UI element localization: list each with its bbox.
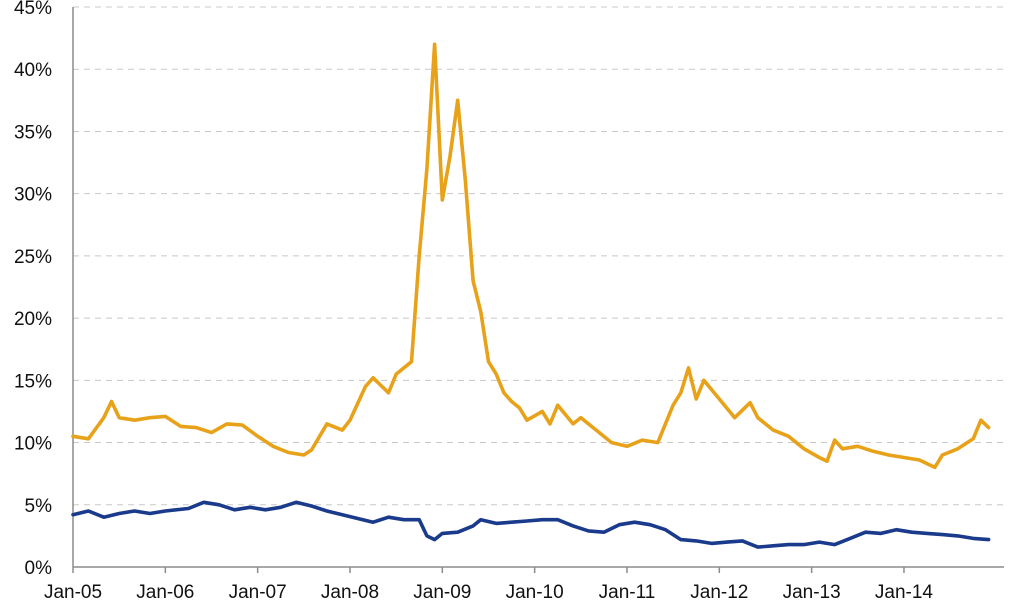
x-tick-label: Jan-12 — [690, 582, 748, 600]
y-tick-label: 15% — [14, 371, 52, 392]
x-tick-label: Jan-14 — [875, 582, 934, 600]
gridlines — [73, 6, 1004, 506]
x-tick-label: Jan-10 — [506, 582, 564, 600]
x-axis-ticks: Jan-05 Jan-06 Jan-07 Jan-08 Jan-09 Jan-10 Jan-… — [44, 567, 934, 603]
x-tick-label: Jan-06 — [136, 582, 194, 600]
series-line-blue — [71, 500, 991, 549]
y-tick-label: 45% — [14, 0, 52, 19]
x-tick-label: Jan-13 — [783, 582, 841, 600]
series-lines — [71, 42, 991, 549]
y-tick-label: 10% — [14, 434, 52, 455]
x-tick-label: Jan-09 — [413, 582, 471, 600]
x-tick-label: Jan-11 — [599, 582, 656, 600]
x-tick-label: Jan-05 — [44, 582, 102, 600]
x-tick-label: Jan-07 — [229, 582, 287, 600]
y-tick-label: 35% — [14, 122, 52, 143]
series-line-orange — [71, 42, 991, 470]
x-tick-label: Jan-08 — [321, 582, 379, 600]
axes — [72, 7, 1004, 568]
y-tick-label: 0% — [25, 558, 53, 579]
y-axis-ticks: 0% 5% 10% 15% 20% 25% 30% 35% 40% 45% — [14, 0, 52, 579]
y-tick-label: 30% — [14, 185, 52, 206]
y-tick-label: 40% — [14, 60, 52, 81]
y-tick-label: 25% — [14, 247, 52, 268]
y-tick-label: 5% — [25, 496, 53, 517]
y-tick-label: 20% — [14, 309, 52, 330]
